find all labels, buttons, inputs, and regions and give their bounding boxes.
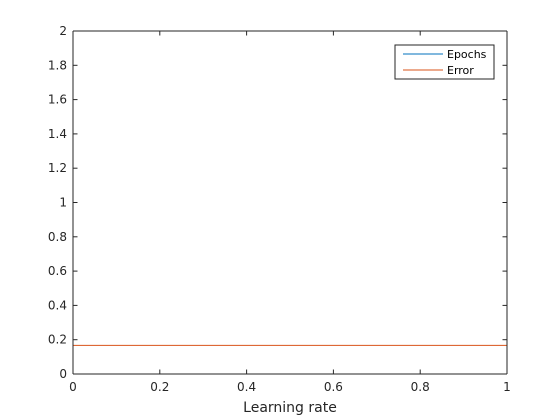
x-axis-title: Learning rate	[243, 400, 337, 416]
y-tick-label: 1.4	[48, 127, 67, 141]
x-ticks: 0 0.2 0.4 0.6 0.8 1	[69, 31, 511, 394]
plot-area	[73, 31, 507, 374]
y-tick-label: 2	[59, 24, 67, 38]
y-tick-label: 1.6	[48, 93, 67, 107]
y-tick-label: 0	[59, 367, 67, 381]
legend: Epochs Error	[394, 44, 495, 80]
legend-box	[394, 44, 495, 80]
y-tick-label: 0.4	[48, 298, 67, 312]
y-tick-label: 1.8	[48, 58, 67, 72]
legend-label-epochs: Epochs	[447, 48, 487, 61]
legend-label-error: Error	[447, 64, 474, 77]
y-tick-label: 0.8	[48, 230, 67, 244]
x-tick-label: 0.6	[324, 380, 343, 394]
x-tick-label: 0.4	[237, 380, 256, 394]
x-tick-label: 0.8	[411, 380, 430, 394]
x-tick-label: 0.2	[150, 380, 169, 394]
y-tick-label: 0.6	[48, 264, 67, 278]
y-tick-label: 1.2	[48, 161, 67, 175]
x-tick-label: 0	[69, 380, 77, 394]
y-ticks: 0 0.2 0.4 0.6 0.8 1 1.2 1.4 1.6 1.8 2	[48, 24, 507, 381]
y-tick-label: 1	[59, 196, 67, 210]
y-tick-label: 0.2	[48, 333, 67, 347]
x-tick-label: 1	[503, 380, 511, 394]
